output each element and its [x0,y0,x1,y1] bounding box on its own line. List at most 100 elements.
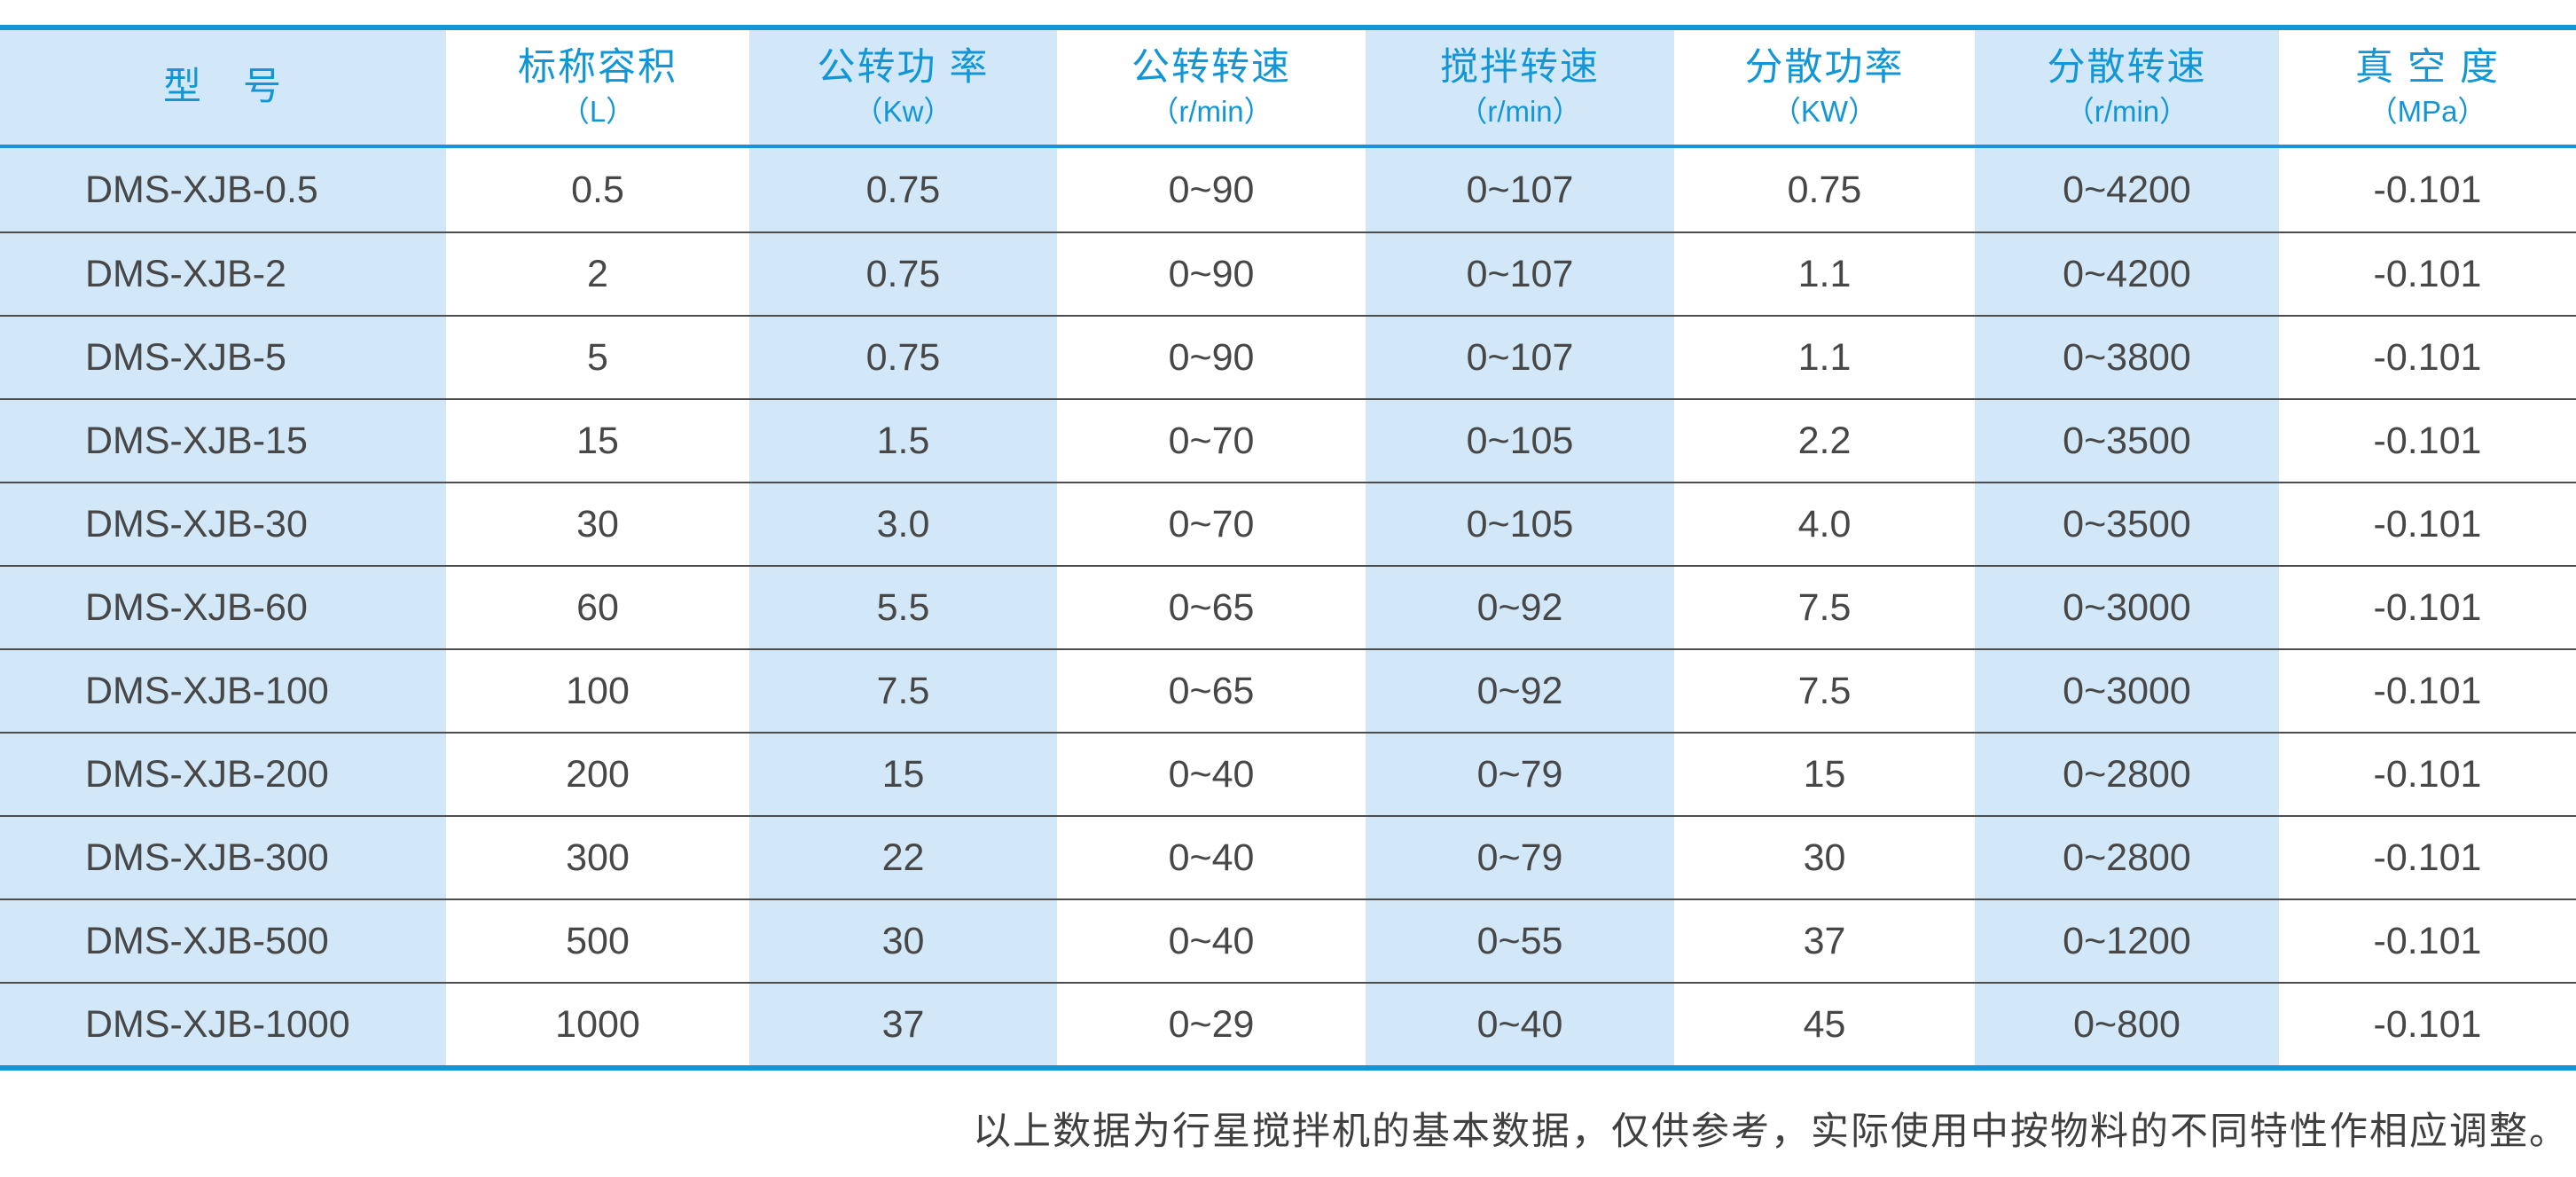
value-cell: -0.101 [2373,502,2482,545]
value-cell: 37 [749,984,1057,1065]
value-cell: 0~70 [1168,502,1255,545]
value-cell: 0~3500 [1975,400,2279,482]
column-unit: （r/min） [1149,95,1273,129]
footer-note: 以上数据为行星搅拌机的基本数据，仅供参考，实际使用中按物料的不同特性作相应调整。 [973,1111,2569,1153]
model-cell: DMS-XJB-30 [0,483,446,565]
column-title: 型 号 [163,65,283,108]
model-cell: DMS-XJB-0.5 [0,148,446,231]
model-cell: DMS-XJB-60 [0,567,446,648]
table-row: DMS-XJB-0.5 0.5 0.75 0~90 0~107 0.75 0~4200 -0.… [0,148,2576,231]
value-cell: 2 [587,252,608,295]
value-cell: 0~65 [1168,585,1255,629]
column-unit: （KW） [1771,95,1878,129]
value-cell: 0~40 [1168,919,1255,962]
value-cell: 0.75 [749,233,1057,315]
value-cell: -0.101 [2373,168,2482,211]
value-cell: 0~29 [1168,1002,1255,1046]
column-title: 搅拌转速 [1440,45,1600,89]
value-cell: 0.75 [1787,168,1862,211]
column-unit: （r/min） [1458,95,1582,129]
value-cell: 0.5 [571,168,624,211]
value-cell: 5.5 [749,567,1057,648]
value-cell: -0.101 [2373,669,2482,712]
value-cell: 60 [576,585,619,629]
table-row: DMS-XJB-100 100 7.5 0~65 0~92 7.5 0~3000 -0.101 [0,648,2576,732]
value-cell: 0~55 [1366,900,1674,982]
value-cell: 7.5 [749,650,1057,732]
value-cell: 15 [749,734,1057,815]
value-cell: 0~90 [1168,335,1255,379]
column-header-model: 型 号 [0,30,446,145]
value-cell: 0~70 [1168,419,1255,462]
value-cell: 30 [749,900,1057,982]
value-cell: 0~90 [1168,168,1255,211]
value-cell: -0.101 [2373,335,2482,379]
value-cell: 0~40 [1168,752,1255,796]
value-cell: 0~107 [1366,148,1674,231]
column-header-revolution-power: 公转功 率 （Kw） [749,30,1057,145]
value-cell: 0~40 [1168,836,1255,879]
column-title: 分散功率 [1744,45,1905,89]
model-cell: DMS-XJB-100 [0,650,446,732]
model-cell: DMS-XJB-300 [0,817,446,898]
column-header-nominal-capacity: 标称容积 （L） [446,30,749,145]
model-cell: DMS-XJB-5 [0,317,446,398]
value-cell: 0~2800 [1975,734,2279,815]
table-header-row: 型 号 标称容积 （L） 公转功 率 （Kw） 公转转速 （r/min） 搅拌转… [0,30,2576,148]
value-cell: 0~65 [1168,669,1255,712]
value-cell: 7.5 [1797,585,1852,629]
column-header-dispersion-power: 分散功率 （KW） [1674,30,1975,145]
table-row: DMS-XJB-500 500 30 0~40 0~55 37 0~1200 -0.101 [0,898,2576,982]
table-row: DMS-XJB-15 15 1.5 0~70 0~105 2.2 0~3500 -0.101 [0,398,2576,482]
value-cell: 1.1 [1797,335,1852,379]
value-cell: 0~4200 [1975,148,2279,231]
table-row: DMS-XJB-300 300 22 0~40 0~79 30 0~2800 -0.101 [0,815,2576,898]
value-cell: -0.101 [2373,585,2482,629]
column-header-dispersion-speed: 分散转速 （r/min） [1975,30,2279,145]
value-cell: 0~800 [1975,984,2279,1065]
value-cell: 7.5 [1797,669,1852,712]
value-cell: -0.101 [2373,752,2482,796]
value-cell: 200 [566,752,630,796]
model-cell: DMS-XJB-1000 [0,984,446,1065]
table-row: DMS-XJB-1000 1000 37 0~29 0~40 45 0~800 -0.101 [0,982,2576,1065]
value-cell: 5 [587,335,608,379]
model-cell: DMS-XJB-2 [0,233,446,315]
column-header-vacuum-degree: 真 空 度 （MPa） [2279,30,2576,145]
table-row: DMS-XJB-5 5 0.75 0~90 0~107 1.1 0~3800 -0.101 [0,315,2576,398]
value-cell: 0~3800 [1975,317,2279,398]
value-cell: 15 [576,419,619,462]
column-title: 分散转速 [2047,45,2207,89]
value-cell: 0~40 [1366,984,1674,1065]
value-cell: 0~107 [1366,317,1674,398]
column-header-revolution-speed: 公转转速 （r/min） [1057,30,1366,145]
value-cell: 0~90 [1168,252,1255,295]
table-row: DMS-XJB-30 30 3.0 0~70 0~105 4.0 0~3500 -0.101 [0,482,2576,565]
column-title: 真 空 度 [2355,45,2500,89]
value-cell: -0.101 [2373,1002,2482,1046]
column-unit: （r/min） [2064,95,2189,129]
column-title: 公转转速 [1131,45,1291,89]
value-cell: 3.0 [749,483,1057,565]
value-cell: 0~79 [1366,734,1674,815]
value-cell: 0~105 [1366,400,1674,482]
value-cell: 0~105 [1366,483,1674,565]
table-row: DMS-XJB-60 60 5.5 0~65 0~92 7.5 0~3000 -0.101 [0,565,2576,648]
value-cell: 0~92 [1366,567,1674,648]
value-cell: 0.75 [749,317,1057,398]
value-cell: 1.1 [1797,252,1852,295]
value-cell: 30 [1803,836,1846,879]
value-cell: 0~79 [1366,817,1674,898]
column-unit: （L） [560,95,636,129]
value-cell: 100 [566,669,630,712]
value-cell: -0.101 [2373,836,2482,879]
value-cell: 0~92 [1366,650,1674,732]
value-cell: 0~4200 [1975,233,2279,315]
table-body: DMS-XJB-0.5 0.5 0.75 0~90 0~107 0.75 0~4200 -0.… [0,148,2576,1065]
value-cell: 2.2 [1797,419,1852,462]
value-cell: 22 [749,817,1057,898]
column-header-stirring-speed: 搅拌转速 （r/min） [1366,30,1674,145]
table-row: DMS-XJB-200 200 15 0~40 0~79 15 0~2800 -0.101 [0,732,2576,815]
value-cell: 45 [1803,1002,1846,1046]
value-cell: 0~3000 [1975,650,2279,732]
